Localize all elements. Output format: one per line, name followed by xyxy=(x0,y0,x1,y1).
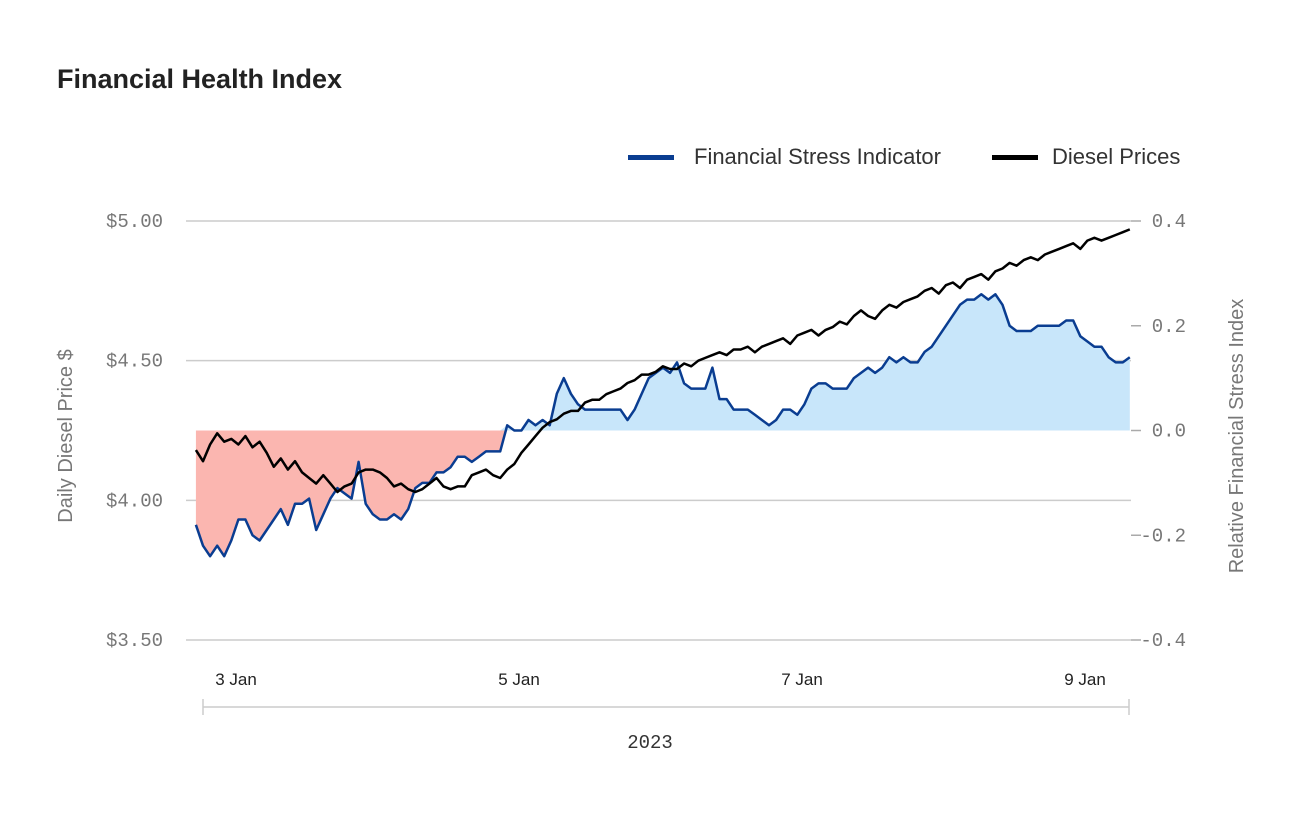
y-right-tick-label: 0.4 xyxy=(1152,211,1186,233)
legend-swatch-diesel xyxy=(992,155,1038,160)
y-right-tick-label: 0.0 xyxy=(1152,421,1186,443)
axes: $3.50 $4.00 $4.50 $5.00 -0.4 -0.2 0.0 0.2 0.4 3 J… xyxy=(106,211,1186,689)
x-year-bracket: 2023 xyxy=(202,699,1130,754)
legend: Financial Stress Indicator Diesel Prices xyxy=(628,144,1180,169)
y-left-axis-label: Daily Diesel Price $ xyxy=(55,349,77,522)
y-right-axis-label: Relative Financial Stress Index xyxy=(1226,299,1248,574)
y-left-tick-label: $3.50 xyxy=(106,630,163,652)
y-right-tick-label: -0.4 xyxy=(1140,630,1186,652)
diesel-line xyxy=(194,228,1131,494)
series-lines xyxy=(194,228,1131,558)
x-tick-label: 7 Jan xyxy=(781,670,823,689)
stress-area-fills xyxy=(195,294,1130,557)
stress-negative-area xyxy=(195,430,1130,557)
legend-label-stress: Financial Stress Indicator xyxy=(694,144,941,169)
legend-label-diesel: Diesel Prices xyxy=(1052,144,1180,169)
stress-positive-area xyxy=(195,294,1130,431)
x-year-label: 2023 xyxy=(627,732,673,754)
x-tick-label: 3 Jan xyxy=(215,670,257,689)
x-tick-label: 9 Jan xyxy=(1064,670,1106,689)
y-left-tick-label: $4.00 xyxy=(106,490,163,512)
chart-title: Financial Health Index xyxy=(57,64,343,94)
y-left-tick-label: $4.50 xyxy=(106,351,163,373)
y-left-tick-label: $5.00 xyxy=(106,211,163,233)
legend-swatch-stress xyxy=(628,155,674,160)
x-tick-label: 5 Jan xyxy=(498,670,540,689)
y-right-tick-label: 0.2 xyxy=(1152,316,1186,338)
y-right-tick-label: -0.2 xyxy=(1140,525,1186,547)
